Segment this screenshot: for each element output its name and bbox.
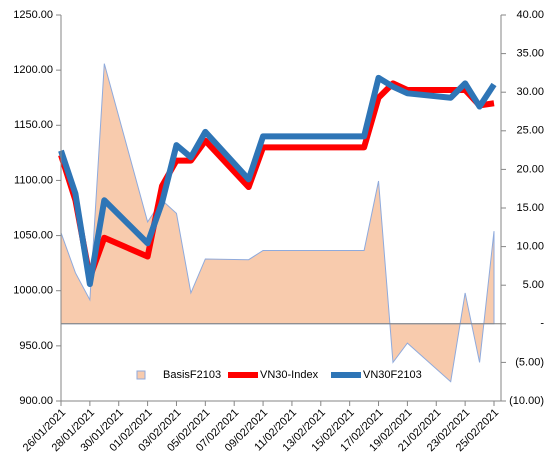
legend-label: BasisF2103 xyxy=(163,369,221,381)
y2-tick-label: - xyxy=(540,318,544,330)
y-tick-label: 1000.00 xyxy=(13,285,53,297)
y2-tick-label: 30.00 xyxy=(516,86,544,98)
y-tick-label: 1200.00 xyxy=(13,64,53,76)
legend-label: VN30-Index xyxy=(260,369,319,381)
y2-tick-label: 15.00 xyxy=(516,202,544,214)
y2-tick-label: 10.00 xyxy=(516,241,544,253)
y-tick-label: 950.00 xyxy=(19,340,53,352)
y2-tick-label: 35.00 xyxy=(516,48,544,60)
y2-tick-label: 25.00 xyxy=(516,125,544,137)
line xyxy=(58,80,495,281)
y2-tick-label: 5.00 xyxy=(523,279,544,291)
y-tick-label: 1100.00 xyxy=(14,174,53,186)
line xyxy=(58,74,497,288)
y-tick-label: 1250.00 xyxy=(13,9,53,21)
y2-tick-label: 40.00 xyxy=(516,9,544,21)
legend-swatch xyxy=(136,370,146,380)
area xyxy=(60,63,495,383)
legend-label: VN30F2103 xyxy=(363,369,422,381)
y2-tick-label: (5.00) xyxy=(515,356,544,368)
y-tick-label: 1150.00 xyxy=(14,119,53,131)
y-tick-label: 1050.00 xyxy=(13,229,53,241)
y-tick-label: 900.00 xyxy=(19,395,53,407)
y2-tick-label: (10.00) xyxy=(509,395,544,407)
legend-box xyxy=(130,366,430,384)
y2-tick-label: 20.00 xyxy=(516,163,544,175)
